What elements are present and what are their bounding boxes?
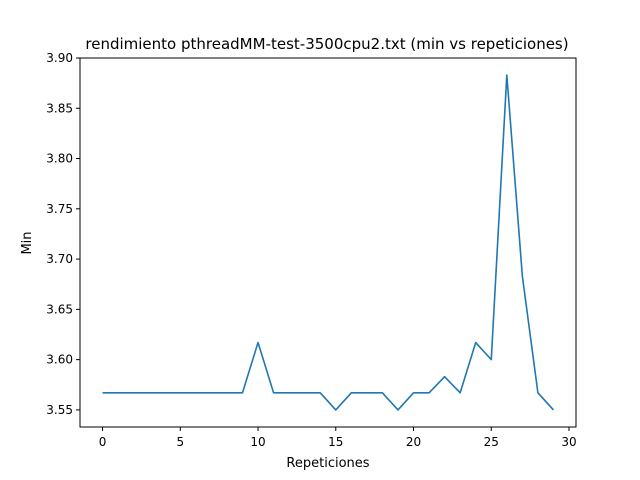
y-tick-label: 3.75 xyxy=(46,202,73,216)
y-tick-label: 3.65 xyxy=(46,302,73,316)
chart-title: rendimiento pthreadMM-test-3500cpu2.txt … xyxy=(85,35,568,53)
x-tick-label: 10 xyxy=(250,435,265,449)
series-line xyxy=(102,74,555,411)
y-tick-label: 3.90 xyxy=(46,51,73,65)
x-axis-label: Repeticiones xyxy=(286,456,369,471)
y-axis-label: Min xyxy=(20,231,35,254)
x-tick-label: 30 xyxy=(561,435,576,449)
y-tick-label: 3.70 xyxy=(46,252,73,266)
y-tick-label: 3.60 xyxy=(46,353,73,367)
plot-area xyxy=(102,74,555,411)
x-tick-label: 5 xyxy=(176,435,184,449)
y-tick-label: 3.80 xyxy=(46,152,73,166)
x-tick-label: 15 xyxy=(328,435,343,449)
plot-frame xyxy=(79,57,577,428)
y-axis: 3.55 3.60 3.65 3.70 3.75 3.80 3.85 3.90 xyxy=(46,51,80,417)
x-tick-label: 25 xyxy=(484,435,499,449)
x-tick-label: 20 xyxy=(406,435,421,449)
y-tick-label: 3.85 xyxy=(46,101,73,115)
y-tick-label: 3.55 xyxy=(46,403,73,417)
x-tick-label: 0 xyxy=(99,435,107,449)
x-axis: 0 5 10 15 20 25 30 xyxy=(99,427,577,449)
